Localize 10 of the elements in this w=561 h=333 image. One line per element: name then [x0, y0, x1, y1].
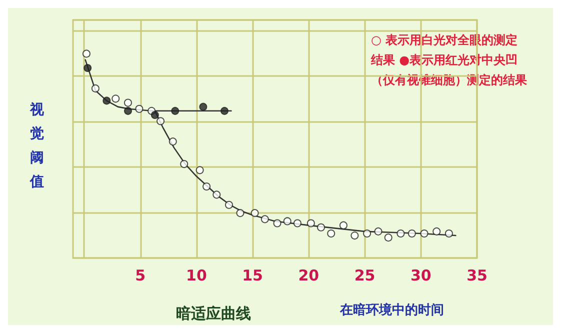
x-tick-label: 5: [135, 266, 146, 284]
x-tick-label: 30: [410, 266, 432, 284]
x-tick-label: 35: [466, 266, 488, 284]
y-axis-title: 视觉阈值: [29, 101, 45, 190]
x-tick-label: 20: [298, 266, 320, 284]
x-tick-label: 15: [242, 266, 263, 284]
text: 暗适应曲线: [176, 304, 251, 322]
x-tick-label: 10: [186, 266, 207, 284]
x-axis-title: 在暗环境中的时间: [339, 302, 444, 318]
x-tick-label: 25: [354, 266, 376, 284]
